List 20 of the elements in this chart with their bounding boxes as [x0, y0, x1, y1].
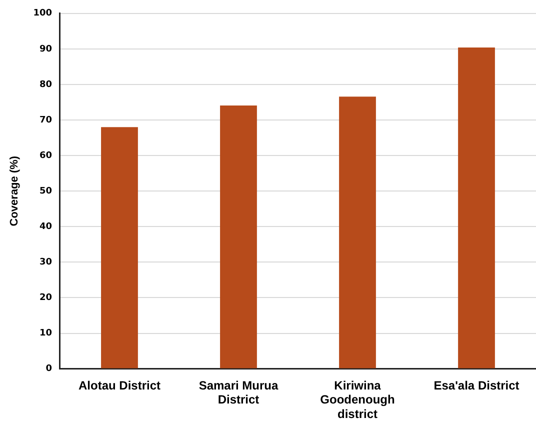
x-tick-label: Samari Murua District: [198, 378, 278, 407]
bar: [339, 96, 376, 368]
y-tick-label: 40: [39, 222, 52, 232]
y-tick-label: 20: [39, 293, 52, 304]
y-axis-title: Coverage (%): [8, 156, 21, 226]
y-tick-label: 70: [39, 115, 52, 126]
y-tick-label: 30: [39, 258, 52, 268]
y-tick-label: 10: [39, 328, 52, 339]
bar: [101, 127, 138, 368]
x-tick-label: Esa'ala District: [434, 378, 520, 392]
x-tick-label: Alotau District: [78, 378, 160, 392]
x-tick-label: Kiriwina Goodenough district: [320, 378, 395, 422]
y-tick-label: 100: [33, 8, 52, 19]
bar: [458, 48, 495, 368]
y-tick-label: 50: [39, 186, 52, 196]
y-tick-label: 80: [39, 80, 52, 90]
y-tick-label: 60: [39, 150, 52, 161]
y-tick-label: 0: [46, 364, 52, 374]
bar: [220, 105, 257, 368]
y-tick-label: 90: [39, 44, 52, 54]
